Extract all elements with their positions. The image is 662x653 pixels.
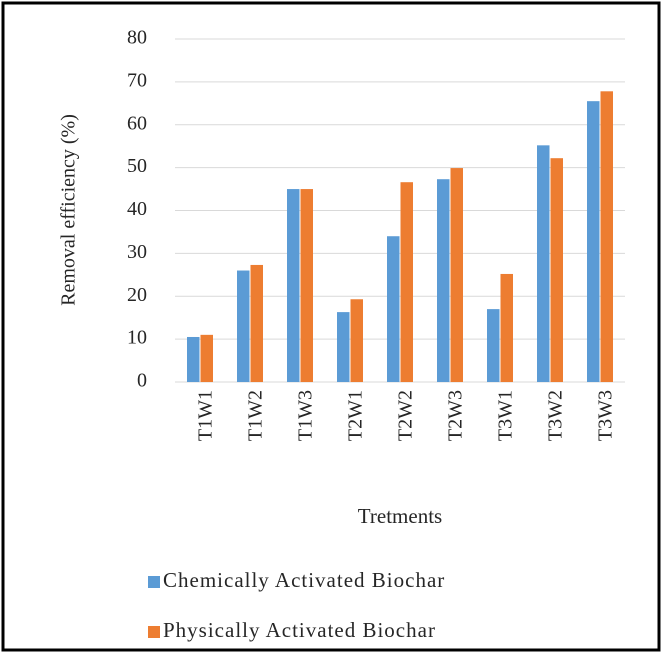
legend-label: Chemically Activated Biochar (163, 568, 445, 592)
bar (537, 145, 550, 382)
legend-label: Physically Activated Biochar (163, 618, 436, 642)
y-tick-label: 60 (127, 112, 147, 134)
bar (200, 334, 213, 382)
bar (550, 158, 563, 382)
legend-swatch (148, 576, 160, 588)
bar (487, 309, 500, 382)
x-tick-label: T1W1 (195, 390, 217, 441)
x-tick-label: T2W1 (345, 390, 367, 441)
bar (450, 168, 463, 382)
bar (337, 312, 350, 382)
y-tick-label: 50 (127, 155, 147, 177)
bar (500, 273, 513, 382)
bar (400, 182, 413, 382)
x-tick-label: T3W2 (545, 390, 567, 441)
x-tick-label: T2W2 (395, 390, 417, 441)
y-tick-label: 40 (127, 198, 147, 220)
y-tick-label: 10 (127, 327, 147, 349)
y-tick-label: 20 (127, 284, 147, 306)
x-tick-label: T1W3 (295, 390, 317, 441)
y-tick-label: 70 (127, 69, 147, 91)
bar (300, 189, 313, 382)
bar (237, 270, 250, 382)
x-tick-label: T3W3 (595, 390, 617, 441)
bar (387, 236, 400, 382)
bar (350, 299, 363, 382)
bar (600, 91, 613, 383)
bar (250, 264, 263, 382)
y-tick-label: 80 (127, 27, 147, 49)
legend-swatch (148, 626, 160, 638)
bar (287, 189, 300, 382)
x-tick-label: T1W2 (245, 390, 267, 441)
y-tick-label: 30 (127, 241, 147, 263)
x-tick-label: T3W1 (495, 390, 517, 441)
x-axis-label: Tretments (358, 504, 442, 528)
x-tick-label: T2W3 (445, 390, 467, 441)
bar (587, 101, 600, 382)
bar (187, 336, 200, 382)
y-tick-label: 0 (137, 370, 147, 392)
bar (437, 179, 450, 382)
y-axis-label: Removal efficiency (%) (58, 114, 80, 306)
